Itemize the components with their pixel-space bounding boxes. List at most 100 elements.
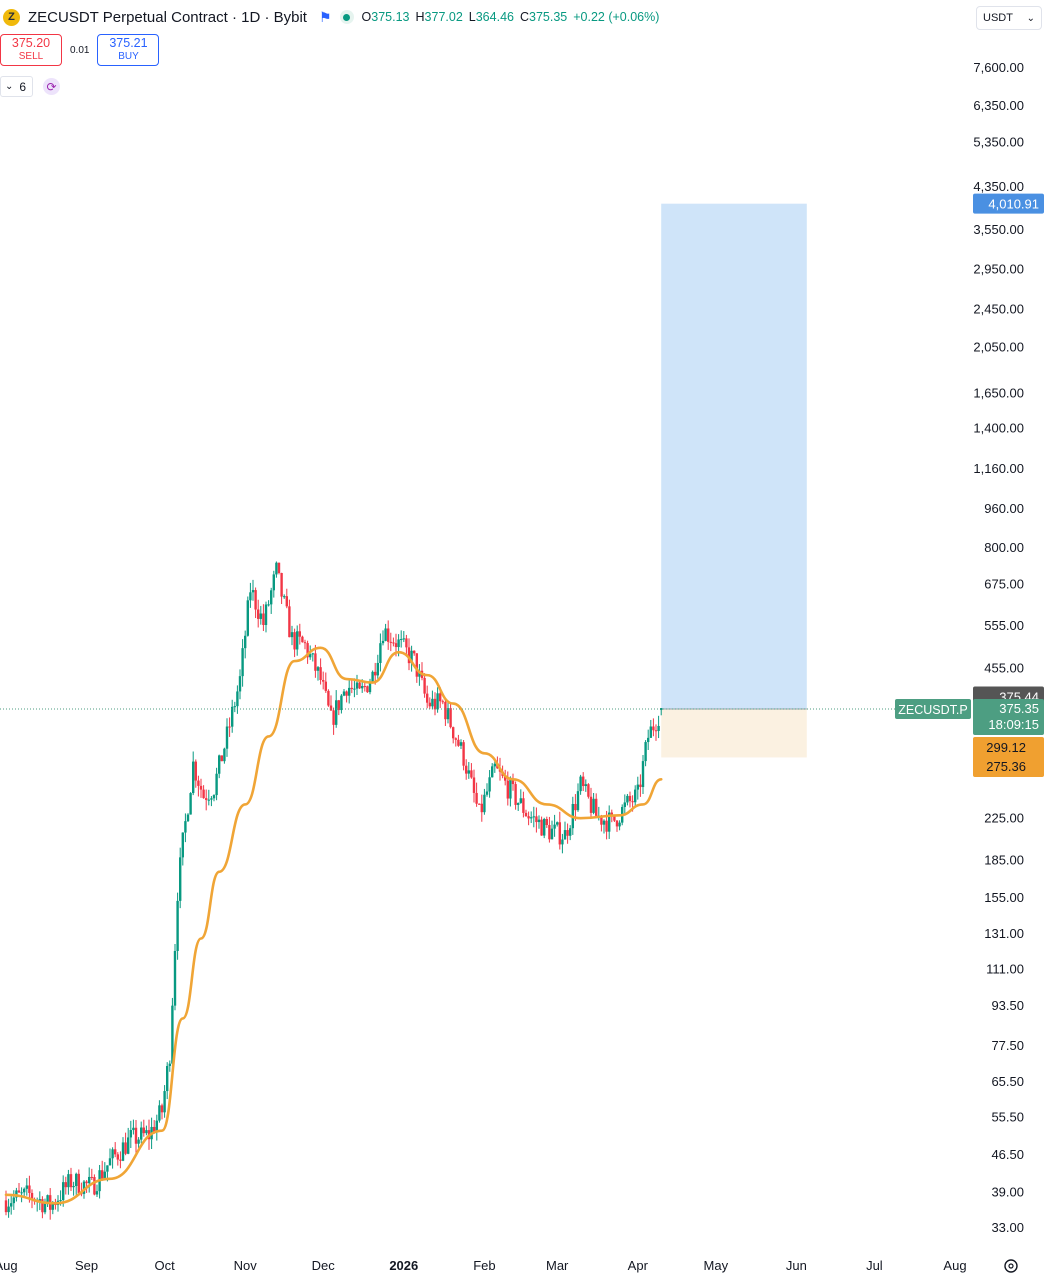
candle [389, 641, 392, 643]
x-tick-label: Aug [943, 1258, 966, 1273]
candle [134, 1127, 138, 1144]
price-tags: 4,010.91375.44375.3518:09:15ZECUSDT.P299… [895, 193, 1044, 778]
candle [548, 825, 551, 840]
candle [51, 1202, 54, 1210]
candle [4, 1200, 8, 1213]
currency-select[interactable]: USDT ⌄ [976, 6, 1042, 30]
candle [296, 631, 299, 650]
candle [368, 682, 372, 693]
candle [610, 812, 613, 815]
candle [168, 1063, 171, 1067]
ohlc-values: O375.13 H377.02 L364.46 C375.35 +0.22 (+0.06… [361, 10, 660, 24]
zcash-coin-icon: Z [3, 8, 20, 26]
candle [436, 693, 439, 710]
candle [582, 776, 585, 787]
candle [85, 1181, 88, 1184]
candle [345, 691, 348, 696]
candle [285, 596, 288, 607]
candle [626, 795, 629, 803]
candle [218, 755, 221, 774]
candle [509, 779, 512, 799]
candle [602, 820, 606, 825]
candle [137, 1139, 140, 1144]
candle [241, 648, 244, 677]
x-tick-label: Oct [154, 1258, 175, 1273]
chevron-down-icon: ⌄ [5, 81, 14, 92]
candle [106, 1165, 109, 1172]
candles [4, 561, 663, 1220]
gear-icon[interactable] [1004, 1259, 1018, 1273]
x-tick-label: Apr [628, 1258, 649, 1273]
candle [231, 706, 234, 727]
candle [587, 784, 590, 797]
candle [623, 802, 626, 807]
candle [493, 763, 496, 767]
candle [431, 698, 434, 707]
y-tick-label: 2,950.00 [973, 262, 1024, 277]
candle [64, 1182, 67, 1188]
candle [363, 686, 366, 688]
y-tick-label: 131.00 [984, 926, 1024, 941]
candle [59, 1200, 62, 1202]
candle [108, 1158, 112, 1166]
change-value: +0.22 (+0.06%) [573, 10, 660, 24]
candle [488, 777, 491, 792]
y-tick-label: 46.50 [991, 1147, 1024, 1162]
candle [173, 950, 177, 1006]
candle [337, 700, 340, 711]
candle [10, 1203, 13, 1207]
candle [290, 632, 294, 638]
candle [535, 816, 538, 823]
candle [116, 1154, 119, 1160]
candle [30, 1192, 34, 1200]
candle [550, 828, 554, 840]
refresh-icon[interactable]: ⟳ [43, 78, 61, 95]
y-tick-label: 6,350.00 [973, 98, 1024, 113]
y-tick-label: 33.00 [991, 1220, 1024, 1235]
candle [371, 671, 374, 683]
x-tick-label: Sep [75, 1258, 98, 1273]
sell-button[interactable]: 375.20 SELL [0, 34, 62, 66]
candle [335, 700, 338, 725]
y-tick-label: 39.00 [991, 1185, 1024, 1200]
candle [163, 1091, 166, 1113]
candle [228, 726, 231, 728]
candle [293, 632, 296, 650]
candle [210, 798, 213, 800]
symbol-title[interactable]: ZECUSDT Perpetual Contract · 1D · Bybit [28, 8, 307, 26]
candle [376, 662, 379, 676]
candle [480, 803, 483, 813]
candle [77, 1173, 80, 1194]
candle [251, 590, 255, 593]
candle [153, 1126, 156, 1133]
target-price-tag: 4,010.91 [988, 197, 1039, 212]
x-tick-label: Dec [312, 1258, 336, 1273]
candle [314, 653, 317, 671]
candle [511, 779, 515, 785]
candle [475, 792, 478, 804]
indicator-count: 6 [19, 79, 27, 94]
y-tick-label: 65.50 [991, 1074, 1024, 1089]
candle [189, 793, 192, 815]
x-tick-label: Jun [786, 1258, 807, 1273]
candle [381, 640, 385, 644]
candle [155, 1120, 158, 1133]
candle [514, 784, 517, 805]
candle [405, 638, 408, 648]
candle [517, 802, 520, 805]
y-tick-label: 7,600.00 [973, 60, 1024, 75]
candle [441, 701, 444, 703]
candle [129, 1130, 132, 1138]
candle [160, 1105, 164, 1113]
candle [459, 742, 463, 746]
chevron-down-icon: ⌄ [1026, 12, 1035, 24]
indicator-toggle[interactable]: ⌄ 6 [0, 76, 34, 97]
candle [254, 590, 257, 610]
y-tick-label: 555.00 [984, 618, 1024, 633]
buy-button[interactable]: 375.21 BUY [97, 34, 160, 66]
candle [194, 761, 197, 781]
flag-icon[interactable]: ⚑ [318, 8, 332, 25]
candle [215, 773, 218, 796]
candle [275, 562, 278, 575]
